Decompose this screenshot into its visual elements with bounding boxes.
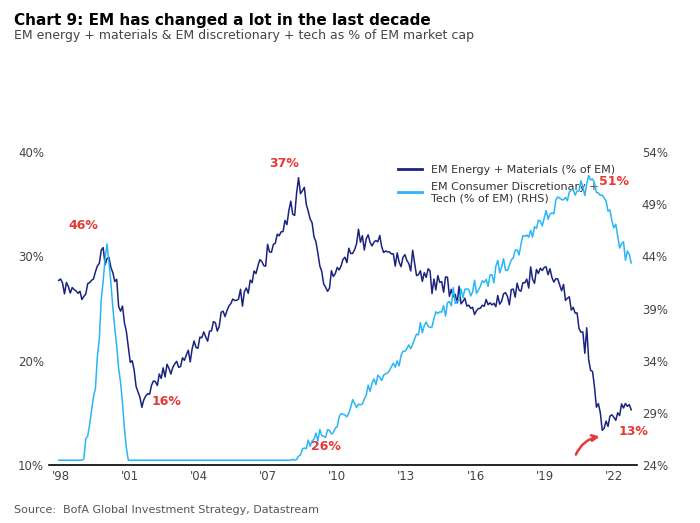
Text: Source:  BofA Global Investment Strategy, Datastream: Source: BofA Global Investment Strategy,… (14, 505, 319, 515)
Legend: EM Energy + Materials (% of EM), EM Consumer Discretionary +
Tech (% of EM) (RHS: EM Energy + Materials (% of EM), EM Cons… (393, 161, 620, 208)
Text: 26%: 26% (311, 440, 341, 453)
Text: 37%: 37% (270, 157, 299, 170)
Text: EM energy + materials & EM discretionary + tech as % of EM market cap: EM energy + materials & EM discretionary… (14, 29, 474, 42)
Text: 51%: 51% (599, 175, 629, 188)
Text: Chart 9: EM has changed a lot in the last decade: Chart 9: EM has changed a lot in the las… (14, 13, 430, 28)
Text: 46%: 46% (69, 219, 99, 232)
Text: 16%: 16% (152, 395, 181, 408)
Text: 13%: 13% (619, 426, 648, 438)
